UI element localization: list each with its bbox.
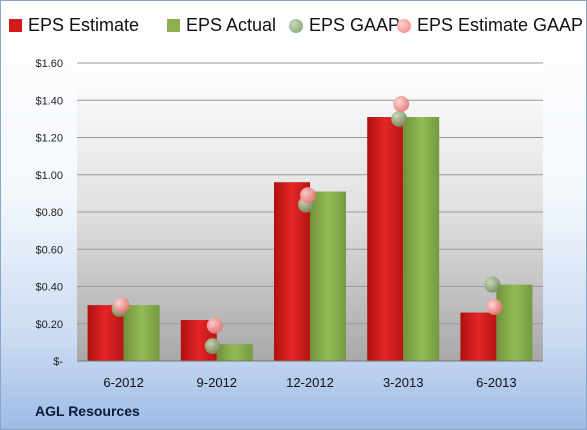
- legend-swatch-eps-gaap: [289, 18, 303, 33]
- x-tick-label: 9-2012: [197, 375, 237, 390]
- y-tick-label: $1.40: [35, 95, 63, 107]
- y-tick-label: $0.60: [35, 244, 63, 256]
- bar-eps-actual: [216, 344, 253, 361]
- legend-item-eps-estimate: EPS Estimate: [9, 15, 139, 36]
- y-tick-label: $-: [53, 356, 63, 368]
- bar-eps-estimate: [367, 117, 404, 361]
- legend-label-eps-gaap: EPS GAAP: [309, 15, 401, 35]
- y-tick-label: $1.20: [35, 133, 63, 145]
- legend-item-eps-actual: EPS Actual: [167, 15, 276, 36]
- bar-eps-actual: [123, 305, 160, 361]
- y-axis-ticks: $- $0.20 $0.40 $0.60 $0.80 $1.00 $1.20 $1.40 $1.…: [35, 58, 63, 368]
- x-tick-label: 6-2013: [476, 375, 516, 390]
- x-tick-label: 12-2012: [286, 375, 334, 390]
- legend-swatch-eps-actual: [167, 19, 180, 32]
- legend-label-eps-actual: EPS Actual: [186, 15, 277, 35]
- marker-eps-estimate-gaap: [113, 297, 130, 314]
- legend-swatch-eps-estimate-gaap: [397, 18, 411, 33]
- marker-eps-gaap: [391, 110, 408, 127]
- bar-eps-actual: [403, 117, 440, 361]
- markers: [111, 95, 503, 355]
- marker-eps-estimate-gaap: [486, 298, 503, 315]
- company-name: AGL Resources: [35, 403, 140, 419]
- legend: EPS Estimate EPS Actual EPS GAAP EPS Est…: [1, 15, 586, 41]
- y-tick-label: $1.00: [35, 170, 63, 182]
- legend-item-eps-estimate-gaap: EPS Estimate GAAP: [397, 15, 583, 36]
- marker-eps-estimate-gaap: [206, 317, 223, 334]
- legend-label-eps-estimate: EPS Estimate: [28, 15, 140, 35]
- bar-eps-estimate: [460, 312, 497, 361]
- y-tick-label: $0.80: [35, 207, 63, 219]
- legend-swatch-eps-estimate: [9, 19, 22, 32]
- bar-eps-actual: [310, 191, 346, 361]
- x-axis-ticks: 6-2012 9-2012 12-2012 3-2013 6-2013: [103, 375, 516, 390]
- legend-item-eps-gaap: EPS GAAP: [289, 15, 400, 36]
- marker-eps-gaap: [204, 338, 221, 355]
- legend-label-eps-estimate-gaap: EPS Estimate GAAP: [417, 15, 584, 35]
- marker-eps-estimate-gaap: [300, 187, 316, 204]
- y-tick-label: $1.60: [35, 58, 63, 70]
- marker-eps-gaap: [484, 276, 501, 293]
- bar-eps-actual: [496, 284, 533, 361]
- x-tick-label: 3-2013: [383, 375, 423, 390]
- x-tick-label: 6-2012: [103, 375, 143, 390]
- y-tick-label: $0.40: [35, 282, 63, 294]
- marker-eps-estimate-gaap: [393, 95, 410, 112]
- bars: [87, 117, 533, 361]
- y-tick-label: $0.20: [35, 319, 63, 331]
